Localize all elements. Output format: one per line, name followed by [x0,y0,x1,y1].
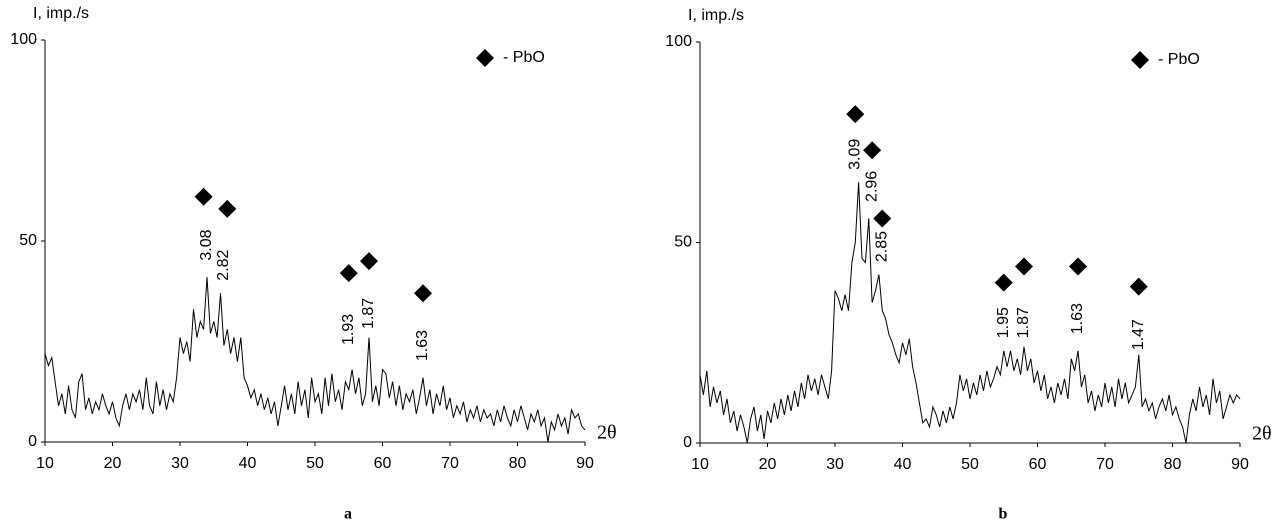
x-tick-label: 10 [691,456,709,473]
peak-label: 1.87 [1015,307,1032,338]
peak-marker [1069,257,1087,276]
y-tick-label: 100 [665,33,692,50]
peak-label: 2.85 [873,231,890,262]
peak-label: 1.63 [1069,303,1086,334]
peak-label: 3.09 [846,139,863,170]
x-tick-label: 20 [104,455,122,472]
peak-label: 2.96 [863,171,880,202]
peak-marker [194,187,213,206]
peak-marker [1129,277,1148,296]
x-tick-label: 90 [576,455,594,472]
peak-label: 3.08 [198,229,215,260]
x-tick-label: 30 [826,456,844,473]
peak-marker [873,209,892,228]
data-line [44,277,586,443]
y-tick-label: 0 [683,434,692,451]
x-tick-label: 30 [171,455,189,472]
x-tick-label: 50 [961,456,979,473]
x-axis-label: 2θ [597,422,617,444]
x-tick-label: 60 [1029,456,1047,473]
y-tick-label: 50 [19,232,37,249]
peak-marker [846,105,865,124]
x-tick-label: 90 [1231,456,1249,473]
caption: b [999,506,1008,523]
legend-label: - PbO [1158,51,1200,68]
peak-label: 1.47 [1130,319,1147,350]
y-tick-label: 50 [674,234,692,251]
legend-marker [1131,51,1149,69]
y-tick-label: 0 [28,433,37,450]
peak-label: 1.63 [414,330,431,361]
peak-marker [994,273,1013,292]
peak-marker [360,252,378,271]
peak-marker [339,264,358,283]
x-tick-label: 70 [1096,456,1114,473]
x-tick-label: 60 [374,455,392,472]
x-tick-label: 80 [1164,456,1182,473]
x-tick-label: 50 [306,455,324,472]
caption: a [344,506,352,523]
x-tick-label: 80 [509,455,527,472]
x-tick-label: 10 [36,455,54,472]
peak-label: 2.82 [215,249,232,280]
peak-label: 1.95 [995,307,1012,338]
peak-marker [218,199,237,218]
x-tick-label: 20 [759,456,777,473]
y-axis-label: I, imp./s [33,5,89,22]
x-tick-label: 70 [441,455,459,472]
peak-label: 1.87 [360,298,377,329]
peak-marker [863,141,882,160]
peak-marker [1015,257,1033,276]
x-tick-label: 40 [239,455,257,472]
legend-marker [476,49,494,67]
peak-label: 1.93 [340,314,357,345]
peak-marker [414,284,432,303]
y-axis-label: I, imp./s [688,7,744,24]
x-axis-label: 2θ [1252,423,1272,445]
y-tick-label: 100 [10,31,37,48]
x-tick-label: 40 [894,456,912,473]
data-line [699,182,1241,444]
legend-label: - PbO [503,49,545,66]
